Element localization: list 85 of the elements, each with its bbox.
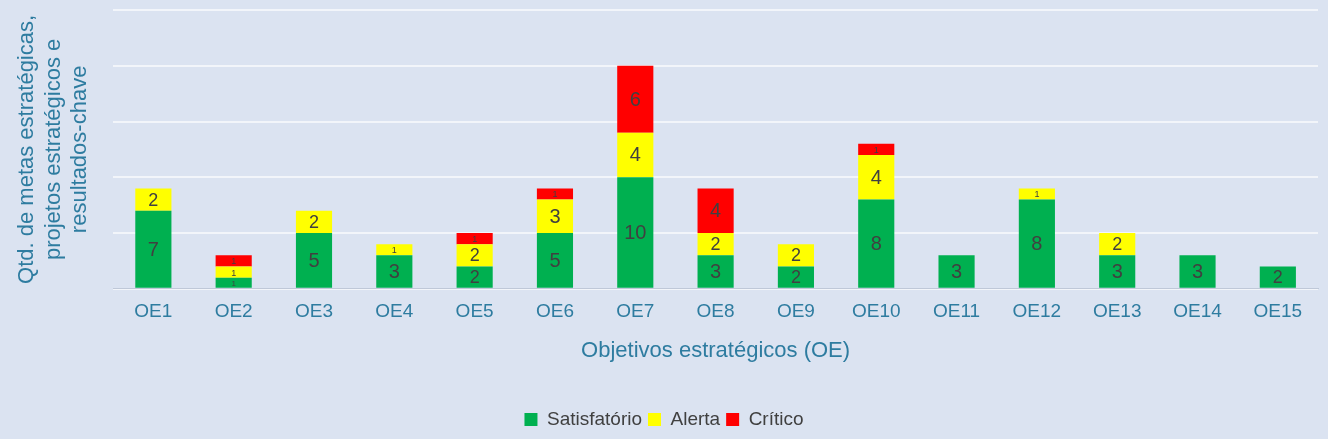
data-label: 3: [951, 260, 963, 283]
data-label: 1: [231, 278, 237, 288]
y-axis-title: Qtd. de metas estratégicas, projetos estratégicos e resultados-chave: [13, 14, 92, 284]
data-label: 5: [308, 248, 320, 271]
data-label: 2: [1112, 234, 1123, 255]
bar: [1018, 188, 1055, 200]
bar: [215, 277, 252, 288]
bar: [1259, 266, 1296, 288]
bar: [777, 266, 814, 288]
x-tick-label: OE6: [535, 300, 574, 322]
bar: [135, 188, 172, 211]
data-label: 4: [629, 143, 641, 166]
bar: [456, 233, 493, 245]
data-label: 3: [1191, 260, 1204, 283]
x-tick-label: OE2: [214, 300, 253, 322]
data-label: 4: [870, 165, 882, 188]
bar: [536, 233, 574, 288]
data-label: 8: [1031, 232, 1043, 255]
data-label: 3: [549, 204, 561, 227]
x-tick-label: OE13: [1092, 300, 1142, 322]
bar: [617, 177, 654, 288]
data-label: 2: [1272, 267, 1283, 288]
bar: [1179, 255, 1216, 288]
bar: [617, 132, 654, 178]
data-label: 1: [472, 234, 478, 245]
bar: [1099, 255, 1136, 288]
bar: [777, 244, 814, 267]
data-label: 2: [790, 267, 801, 288]
x-tick-label: OE1: [134, 300, 173, 322]
bar: [295, 210, 333, 234]
x-tick-label: OE11: [932, 300, 981, 322]
bar: [295, 233, 333, 288]
bar: [938, 255, 975, 288]
data-label: 5: [549, 248, 561, 271]
bar: [697, 255, 734, 288]
bar: [858, 199, 895, 288]
data-label: 10: [624, 221, 647, 244]
data-label: 2: [710, 234, 721, 255]
data-label: 3: [1111, 260, 1123, 283]
data-label: 1: [1034, 189, 1040, 200]
data-label: 1: [552, 189, 558, 200]
data-label: 6: [629, 87, 641, 110]
bar: [215, 266, 252, 278]
bar: [536, 188, 574, 200]
x-tick-label: OE14: [1173, 300, 1223, 322]
data-label: 1: [873, 144, 879, 155]
bar: [1099, 233, 1136, 256]
data-label: 2: [790, 245, 801, 266]
x-tick-label: OE10: [851, 300, 901, 322]
data-label: 7: [147, 237, 159, 260]
x-axis-title: Objetivos estratégicos (OE): [581, 336, 851, 362]
legend-label: Crítico: [748, 407, 804, 429]
x-tick-label: OE3: [294, 300, 334, 322]
x-tick-label: OE4: [375, 300, 414, 322]
data-label: 2: [308, 211, 320, 232]
x-tick-label: OE8: [696, 300, 735, 322]
bar: [1018, 199, 1055, 288]
data-label: 1: [391, 245, 397, 256]
x-tick-label: OE15: [1253, 300, 1303, 322]
bar: [858, 143, 895, 155]
legend-label: Satisfatório: [546, 407, 643, 429]
data-label: 3: [388, 260, 400, 283]
x-tick-label: OE7: [616, 300, 655, 322]
data-label: 2: [469, 245, 480, 266]
bar: [376, 255, 413, 288]
bar: [456, 244, 493, 267]
bar: [456, 266, 493, 288]
bar: [376, 244, 413, 256]
data-label: 1: [231, 256, 237, 267]
data-label: 4: [710, 199, 722, 222]
x-tick-label: OE5: [455, 300, 494, 322]
data-label: 3: [710, 260, 722, 283]
bar: [536, 199, 574, 234]
bar: [617, 65, 654, 133]
x-tick-label: OE9: [776, 300, 815, 322]
data-label: 1: [231, 267, 237, 278]
data-label: 2: [469, 267, 480, 288]
data-label: 8: [870, 232, 882, 255]
legend-label: Alerta: [670, 407, 721, 429]
bar: [135, 210, 172, 288]
data-label: 2: [148, 189, 159, 210]
x-tick-label: OE12: [1012, 300, 1062, 322]
bar: [697, 188, 734, 234]
bar: [858, 154, 895, 200]
bar: [215, 255, 252, 267]
